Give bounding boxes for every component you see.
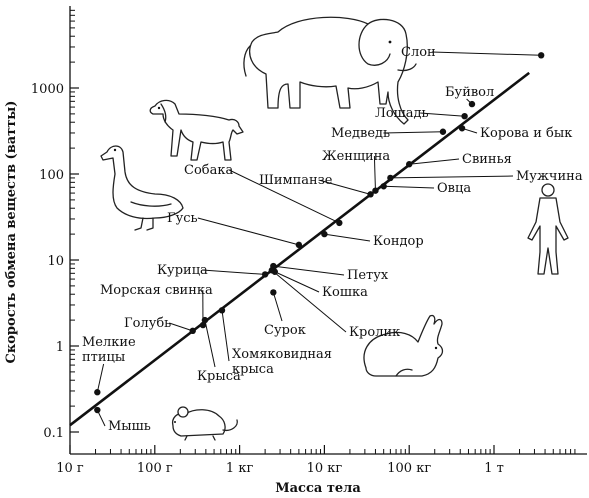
human-icon [527,183,569,275]
y-minor-ticks [70,9,75,407]
y-tick-label: 0.1 [43,426,64,441]
y-tick-label: 1000 [31,82,64,97]
leader-line [204,320,216,368]
data-point [94,389,101,396]
leader-line [420,112,465,117]
data-point [461,112,468,120]
data-point [321,230,328,238]
point-labels: Мышь Мелкие птицы Голубь Морская свинка Крыса… [82,45,583,434]
leader-line [202,269,266,275]
x-tick-label: 1 т [484,461,504,476]
data-point [268,267,276,274]
axes [69,6,587,455]
point-label: Корова и бык [480,126,572,141]
point-label: Женщина [322,149,390,164]
point-label: Свинья [462,152,512,167]
point-label: Сурок [264,323,306,338]
point-label: Морская свинка [100,283,213,298]
point-label: Курица [157,263,208,278]
data-point [336,219,343,227]
dog-icon [149,99,244,161]
leader-line [318,179,371,195]
data-point [218,307,226,314]
data-point [468,100,476,108]
leader-line [228,169,340,224]
y-tick-label: 10 [47,254,64,269]
x-tick-label: 10 г [56,461,84,476]
leader-line [390,175,514,179]
y-tick-label: 100 [39,168,64,183]
data-point [201,316,209,324]
elephant-icon [243,16,417,125]
leader-line [409,158,460,165]
x-minor-ticks [95,449,576,454]
point-label: Кролик [349,325,400,340]
data-point [372,187,379,194]
point-label: Хомяковидная крыса [232,347,332,377]
leader-line [383,131,443,134]
x-tick-label: 1 кг [226,461,254,476]
rabbit-icon [363,314,444,377]
leader-line [197,217,300,246]
data-point [367,191,374,198]
point-label: Буйвол [445,85,494,100]
point-label: Медведь [331,126,390,141]
x-tick-label: 10 кг [307,461,343,476]
point-label: Мышь [108,419,151,434]
data-point [94,406,101,414]
data-point [270,289,277,296]
x-axis-title: Масса тела [275,481,361,496]
point-label: Овца [437,181,471,196]
point-label: Мужчина [516,169,583,184]
trend-line [69,71,530,427]
point-label: Кондор [373,234,424,249]
leader-line [169,322,193,332]
leader-line [274,271,320,293]
data-point [406,161,413,168]
leader-lines [96,51,542,427]
point-label: Крыса [197,369,241,384]
data-points [94,52,545,414]
leader-line [272,292,283,322]
y-tick-label: 1 [56,340,64,355]
data-point [295,241,303,249]
point-label: Кошка [322,285,368,300]
leader-line [221,310,230,362]
point-label: Лошадь [375,106,429,121]
mouse-icon [171,406,238,441]
y-axis-title: Скорость обмена веществ (ватты) [4,101,19,364]
point-label: Гусь [167,211,198,226]
x-tick-label: 100 г [137,461,173,476]
leader-line [273,265,345,276]
data-point [387,174,394,182]
data-point [458,125,466,132]
point-label: Собака [184,163,233,178]
point-label: Мелкие птицы [82,335,136,365]
leader-line [431,51,542,56]
leader-line [96,363,105,393]
leader-line [373,155,376,191]
data-point [439,128,447,135]
data-point [537,52,545,59]
goose-icon [100,145,184,231]
point-label: Шимпанзе [259,173,333,188]
x-tick-label: 100 кг [387,461,431,476]
x-tick-group: 10 г 100 г 1 кг 10 кг 100 кг 1 т [56,445,504,476]
point-label: Петух [347,268,389,283]
leader-line [271,269,347,333]
data-point [199,321,207,329]
point-label: Голубь [124,316,171,331]
data-point [189,327,196,335]
leader-line [383,185,435,189]
data-point [261,271,269,278]
point-label: Слон [401,45,436,60]
leader-line [324,233,371,242]
y-tick-group: 0.1 1 10 100 1000 [31,82,79,441]
data-point [380,183,387,190]
